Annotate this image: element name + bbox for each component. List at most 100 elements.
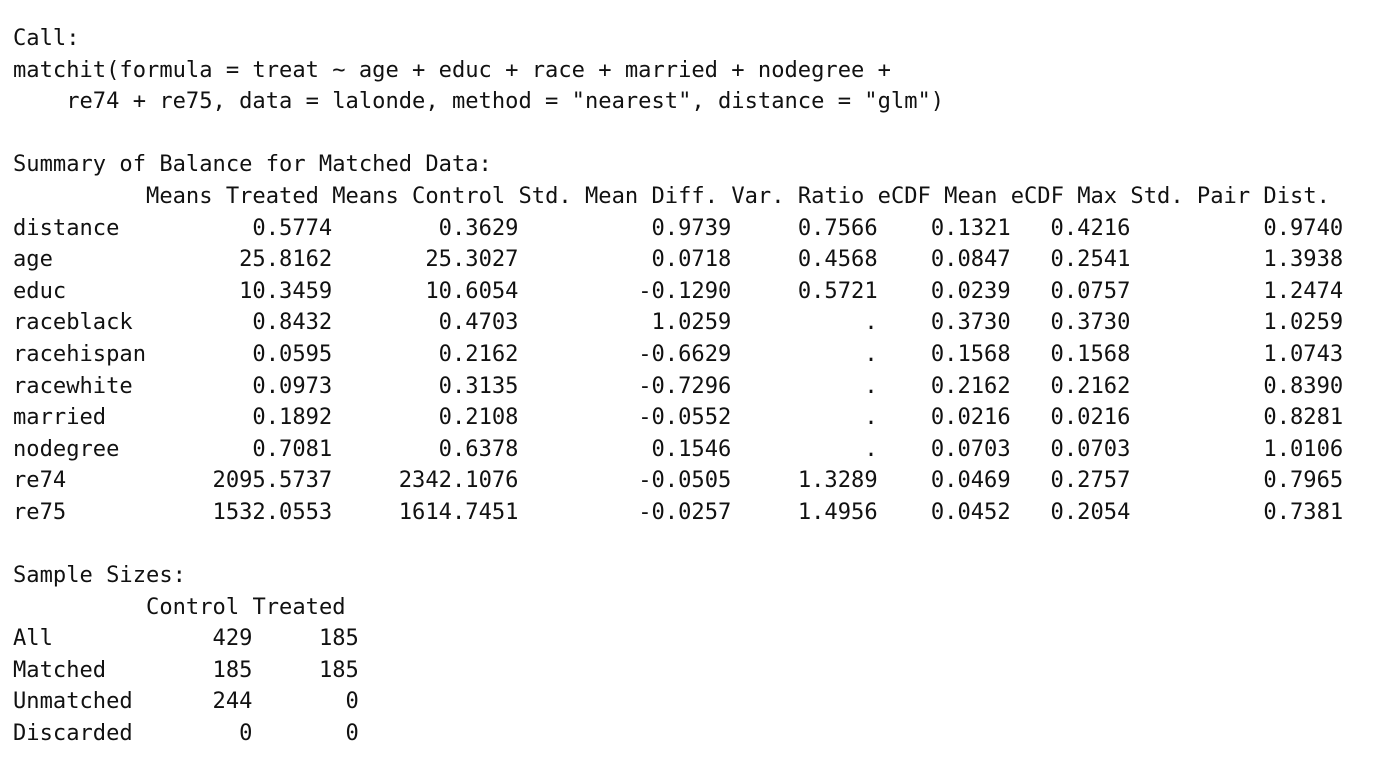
table-cell: 0.0216 <box>877 404 1011 431</box>
table-row: All 429 185 <box>13 623 1343 655</box>
row-label: racehispan <box>13 340 147 367</box>
table-row: Matched 185 185 <box>13 655 1343 687</box>
table-cell: 0.0718 <box>518 246 732 273</box>
table-cell: 0.6378 <box>332 435 519 462</box>
table-cell: 244 <box>146 688 253 715</box>
table-cell: 1.0106 <box>1130 435 1344 462</box>
table-cell: 0.4703 <box>332 309 519 336</box>
table-cell: 0.0703 <box>877 435 1011 462</box>
table-cell: 0.1892 <box>146 404 333 431</box>
table-cell: 0.7381 <box>1130 498 1344 525</box>
table-cell: 10.6054 <box>332 277 519 304</box>
col-means-control: Means Control <box>332 182 506 209</box>
table-row: educ 10.3459 10.6054 -0.1290 0.5721 0.02… <box>13 276 1343 308</box>
balance-rows: distance 0.5774 0.3629 0.9739 0.7566 0.1… <box>13 213 1343 529</box>
table-cell: 0.7965 <box>1130 467 1344 494</box>
row-label: re75 <box>13 498 147 525</box>
table-cell: 0.2757 <box>1010 467 1131 494</box>
table-cell: . <box>731 435 878 462</box>
sample-rowname-pad <box>13 594 146 620</box>
table-cell: 0.7081 <box>146 435 333 462</box>
col-ecdf-max: eCDF Max <box>1010 182 1118 209</box>
row-label: distance <box>13 214 147 241</box>
call-line-1: matchit(formula = treat ~ age + educ + r… <box>13 56 891 83</box>
row-label: age <box>13 246 147 273</box>
table-cell: 0.0703 <box>1010 435 1131 462</box>
table-cell: 0.2162 <box>877 372 1011 399</box>
table-cell: 0.1568 <box>877 340 1011 367</box>
table-cell: 185 <box>252 625 359 652</box>
table-cell: -0.7296 <box>518 372 732 399</box>
table-cell: 0.4216 <box>1010 214 1131 241</box>
table-cell: 0.4568 <box>731 246 878 273</box>
table-cell: 0.2108 <box>332 404 519 431</box>
table-cell: 10.3459 <box>146 277 333 304</box>
table-cell: 185 <box>146 656 253 683</box>
table-cell: 0.0469 <box>877 467 1011 494</box>
table-cell: 0.0452 <box>877 498 1011 525</box>
table-cell: 1.3938 <box>1130 246 1344 273</box>
table-cell: 0.9739 <box>518 214 732 241</box>
table-row: racehispan 0.0595 0.2162 -0.6629 . 0.156… <box>13 339 1343 371</box>
table-cell: 1.0743 <box>1130 340 1344 367</box>
row-label: Discarded <box>13 720 147 747</box>
col-treated: Treated <box>252 593 346 620</box>
table-cell: 0.1321 <box>877 214 1011 241</box>
table-cell: . <box>731 340 878 367</box>
row-label: Unmatched <box>13 688 147 715</box>
table-cell: 0.2541 <box>1010 246 1131 273</box>
table-row: racewhite 0.0973 0.3135 -0.7296 . 0.2162… <box>13 371 1343 403</box>
table-cell: 0.1568 <box>1010 340 1131 367</box>
table-cell: . <box>731 372 878 399</box>
table-cell: 0.0973 <box>146 372 333 399</box>
row-label: raceblack <box>13 309 147 336</box>
table-row: age 25.8162 25.3027 0.0718 0.4568 0.0847… <box>13 244 1343 276</box>
table-cell: 0.0595 <box>146 340 333 367</box>
table-cell: 2342.1076 <box>332 467 519 494</box>
table-cell: 0.0239 <box>877 277 1011 304</box>
table-cell: 0.8281 <box>1130 404 1344 431</box>
balance-rowname-pad <box>13 183 146 209</box>
balance-heading: Summary of Balance for Matched Data: <box>13 151 492 178</box>
blank-line <box>13 529 1343 561</box>
table-cell: 1.4956 <box>731 498 878 525</box>
table-row: distance 0.5774 0.3629 0.9739 0.7566 0.1… <box>13 213 1343 245</box>
col-std-pair-dist: Std. Pair Dist. <box>1130 182 1330 209</box>
table-cell: -0.1290 <box>518 277 732 304</box>
table-cell: . <box>731 404 878 431</box>
table-cell: 2095.5737 <box>146 467 333 494</box>
col-std-mean-diff: Std. Mean Diff. <box>518 182 719 209</box>
row-label: Matched <box>13 656 147 683</box>
table-cell: 0.3629 <box>332 214 519 241</box>
table-cell: 0.3730 <box>877 309 1011 336</box>
table-cell: -0.0257 <box>518 498 732 525</box>
col-ecdf-mean: eCDF Mean <box>877 182 998 209</box>
table-cell: 0.1546 <box>518 435 732 462</box>
table-row: Discarded 0 0 <box>13 718 1343 750</box>
table-cell: 0.9740 <box>1130 214 1344 241</box>
call-line-2: re74 + re75, data = lalonde, method = "n… <box>13 88 945 115</box>
table-cell: -0.6629 <box>518 340 732 367</box>
table-row: re74 2095.5737 2342.1076 -0.0505 1.3289 … <box>13 465 1343 497</box>
table-row: nodegree 0.7081 0.6378 0.1546 . 0.0703 0… <box>13 434 1343 466</box>
sample-sizes-header-row: Control Treated <box>13 592 1343 624</box>
row-label: married <box>13 404 147 431</box>
table-row: re75 1532.0553 1614.7451 -0.0257 1.4956 … <box>13 497 1343 529</box>
table-cell: 0.7566 <box>731 214 878 241</box>
col-control: Control <box>146 593 240 620</box>
col-var-ratio: Var. Ratio <box>731 182 865 209</box>
blank-line <box>13 118 1343 150</box>
table-cell: 0.3730 <box>1010 309 1131 336</box>
table-cell: 0.3135 <box>332 372 519 399</box>
table-cell: -0.0505 <box>518 467 732 494</box>
call-label: Call: <box>13 25 80 51</box>
table-cell: 0.0216 <box>1010 404 1131 431</box>
table-row: Unmatched 244 0 <box>13 686 1343 718</box>
table-cell: 0.0757 <box>1010 277 1131 304</box>
table-cell: 0 <box>146 720 253 747</box>
table-cell: 0 <box>252 688 359 715</box>
table-cell: 0.2054 <box>1010 498 1131 525</box>
balance-header-row: Means Treated Means Control Std. Mean Di… <box>13 181 1343 213</box>
row-label: nodegree <box>13 435 147 462</box>
table-cell: 185 <box>252 656 359 683</box>
